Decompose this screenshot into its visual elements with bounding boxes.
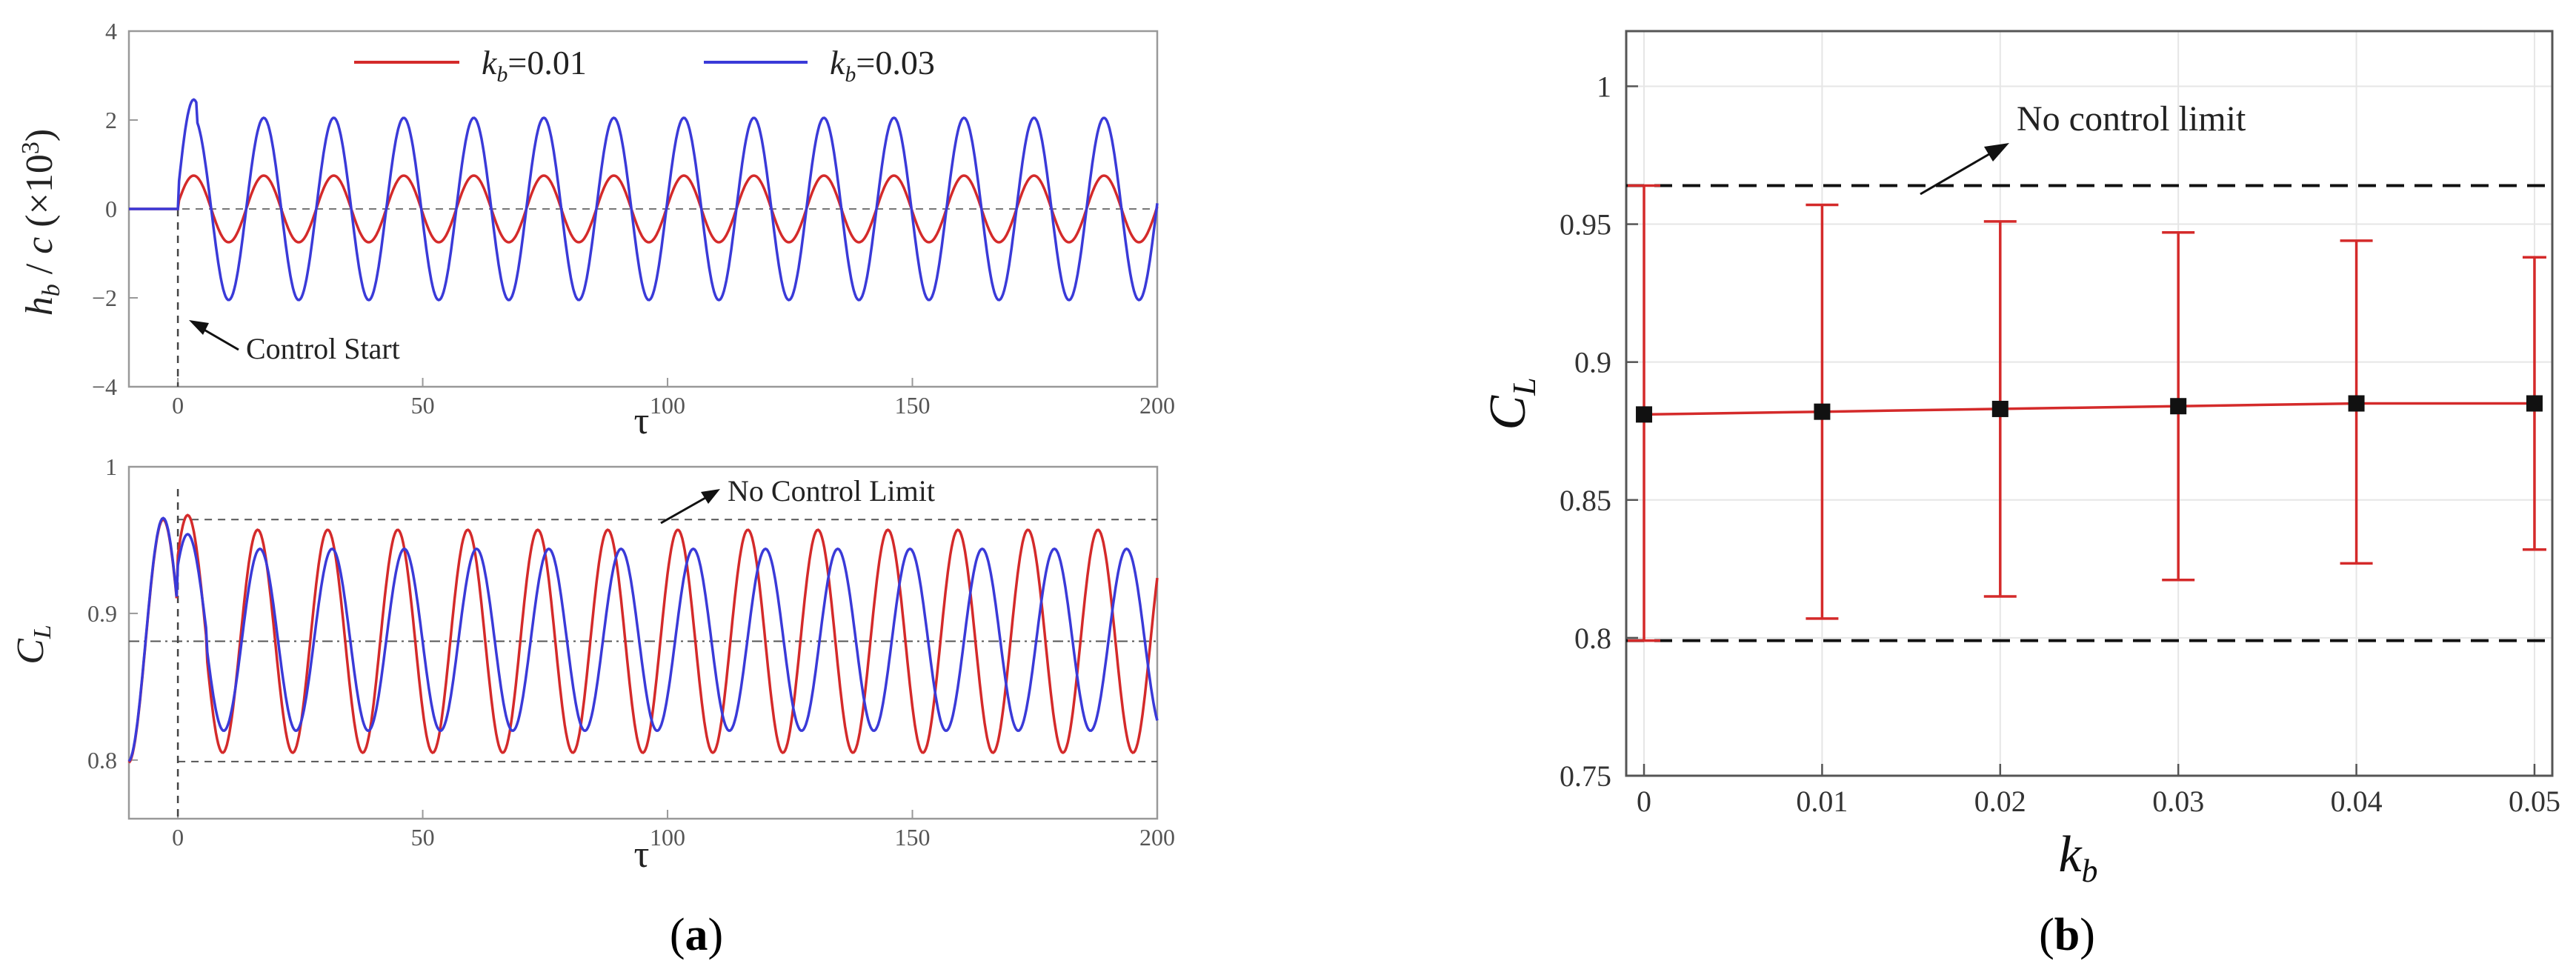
- no-control-limit-annotation-b: No control limit: [1920, 99, 2246, 196]
- x-tick-label: 200: [1139, 824, 1175, 851]
- y-tick-label: 0.8: [87, 747, 117, 774]
- y-tick-label: 0.9: [1574, 346, 1611, 379]
- x-tick-label: 100: [650, 824, 685, 851]
- x-tick-label: 0.04: [2331, 785, 2383, 818]
- panel-a-top: 0 50 100 150 200 −4 −2 0 2 4 kb=0.01 kb=0.03 Cont…: [17, 18, 1175, 442]
- panel-a-top-ticks: 0 50 100 150 200 −4 −2 0 2 4: [92, 18, 1175, 419]
- y-tick-label: 0.9: [87, 600, 117, 627]
- y-tick-label: 4: [105, 18, 117, 44]
- panel-a-bottom-ticks: 0 50 100 150 200 0.8 0.9 1: [87, 453, 1175, 851]
- panel-a-top-xlabel: τ: [634, 400, 650, 442]
- panel-a-bottom-reference-lines: [129, 489, 1157, 819]
- series-line-kb003: [127, 516, 1159, 762]
- x-tick-label: 0.05: [2509, 785, 2560, 818]
- mean-marker: [1814, 403, 1831, 420]
- x-tick-label: 50: [411, 392, 435, 419]
- y-tick-label: 0.85: [1560, 484, 1611, 517]
- panel-a-bottom-xlabel: τ: [634, 834, 650, 876]
- panel-a-top-series: [129, 98, 1159, 302]
- control-start-annotation: Control Start: [189, 320, 400, 365]
- panel-a-bottom-ylabel: CL: [10, 625, 56, 665]
- y-tick-label: 0: [105, 196, 117, 222]
- panel-b-ylabel: CL: [1480, 377, 1542, 430]
- no-control-limit-annotation: No Control Limit: [660, 474, 935, 525]
- y-tick-label: 0.8: [1574, 622, 1611, 655]
- x-tick-label: 50: [411, 824, 435, 851]
- mean-marker: [2348, 395, 2365, 412]
- mean-line: [1643, 402, 2535, 416]
- legend: kb=0.01 kb=0.03: [354, 44, 935, 87]
- panel-b-reference-lines: [1626, 184, 2552, 642]
- y-tick-label: 1: [1597, 70, 1611, 103]
- y-tick-label: 2: [105, 107, 117, 133]
- series-line-kb003: [129, 98, 1159, 302]
- panel-a-bottom-frame: [127, 465, 1159, 820]
- control-start-text: Control Start: [246, 332, 400, 365]
- y-tick-label: 0.75: [1560, 759, 1611, 793]
- legend-label-kb003: kb=0.03: [830, 44, 935, 87]
- panel-b-series: [1628, 184, 2546, 642]
- panel-a-bottom-series: [127, 513, 1159, 764]
- legend-label-kb001: kb=0.01: [482, 44, 587, 87]
- x-tick-label: 0.03: [2152, 785, 2204, 818]
- x-tick-label: 0: [172, 824, 184, 851]
- mean-marker: [1636, 406, 1653, 423]
- x-tick-label: 0.02: [1974, 785, 2026, 818]
- y-tick-label: 0.95: [1560, 208, 1611, 242]
- mean-marker: [2526, 395, 2543, 412]
- x-tick-label: 200: [1139, 392, 1175, 419]
- x-tick-label: 0: [1637, 785, 1651, 818]
- panel-b: 0 0.01 0.02 0.03 0.04 0.05 0.75 0.8 0.85 0.9 0.95 1…: [1480, 30, 2560, 889]
- panel-a-top-ylabel: hb / c (×103): [17, 129, 65, 316]
- no-control-limit-text-a: No Control Limit: [728, 474, 935, 508]
- y-tick-label: −2: [92, 285, 117, 311]
- x-tick-label: 0: [172, 392, 184, 419]
- mean-marker: [2170, 398, 2187, 415]
- mean-marker: [1991, 400, 2008, 417]
- x-tick-label: 0.01: [1796, 785, 1848, 818]
- no-control-limit-text-b: No control limit: [2017, 99, 2246, 139]
- y-tick-label: −4: [92, 373, 117, 400]
- x-tick-label: 100: [650, 392, 685, 419]
- x-tick-label: 150: [895, 392, 931, 419]
- panel-b-ticks: 0 0.01 0.02 0.03 0.04 0.05 0.75 0.8 0.85 0.9 0.95 1: [1560, 70, 2560, 818]
- caption-a: (a): [670, 910, 723, 960]
- series-line-kb001: [127, 513, 1159, 764]
- panel-b-frame: [1625, 30, 2554, 777]
- panel-b-xlabel: kb: [2058, 826, 2097, 889]
- y-tick-label: 1: [105, 453, 117, 480]
- caption-b: (b): [2039, 910, 2095, 960]
- series-line-kb001: [129, 174, 1159, 244]
- x-tick-label: 150: [895, 824, 931, 851]
